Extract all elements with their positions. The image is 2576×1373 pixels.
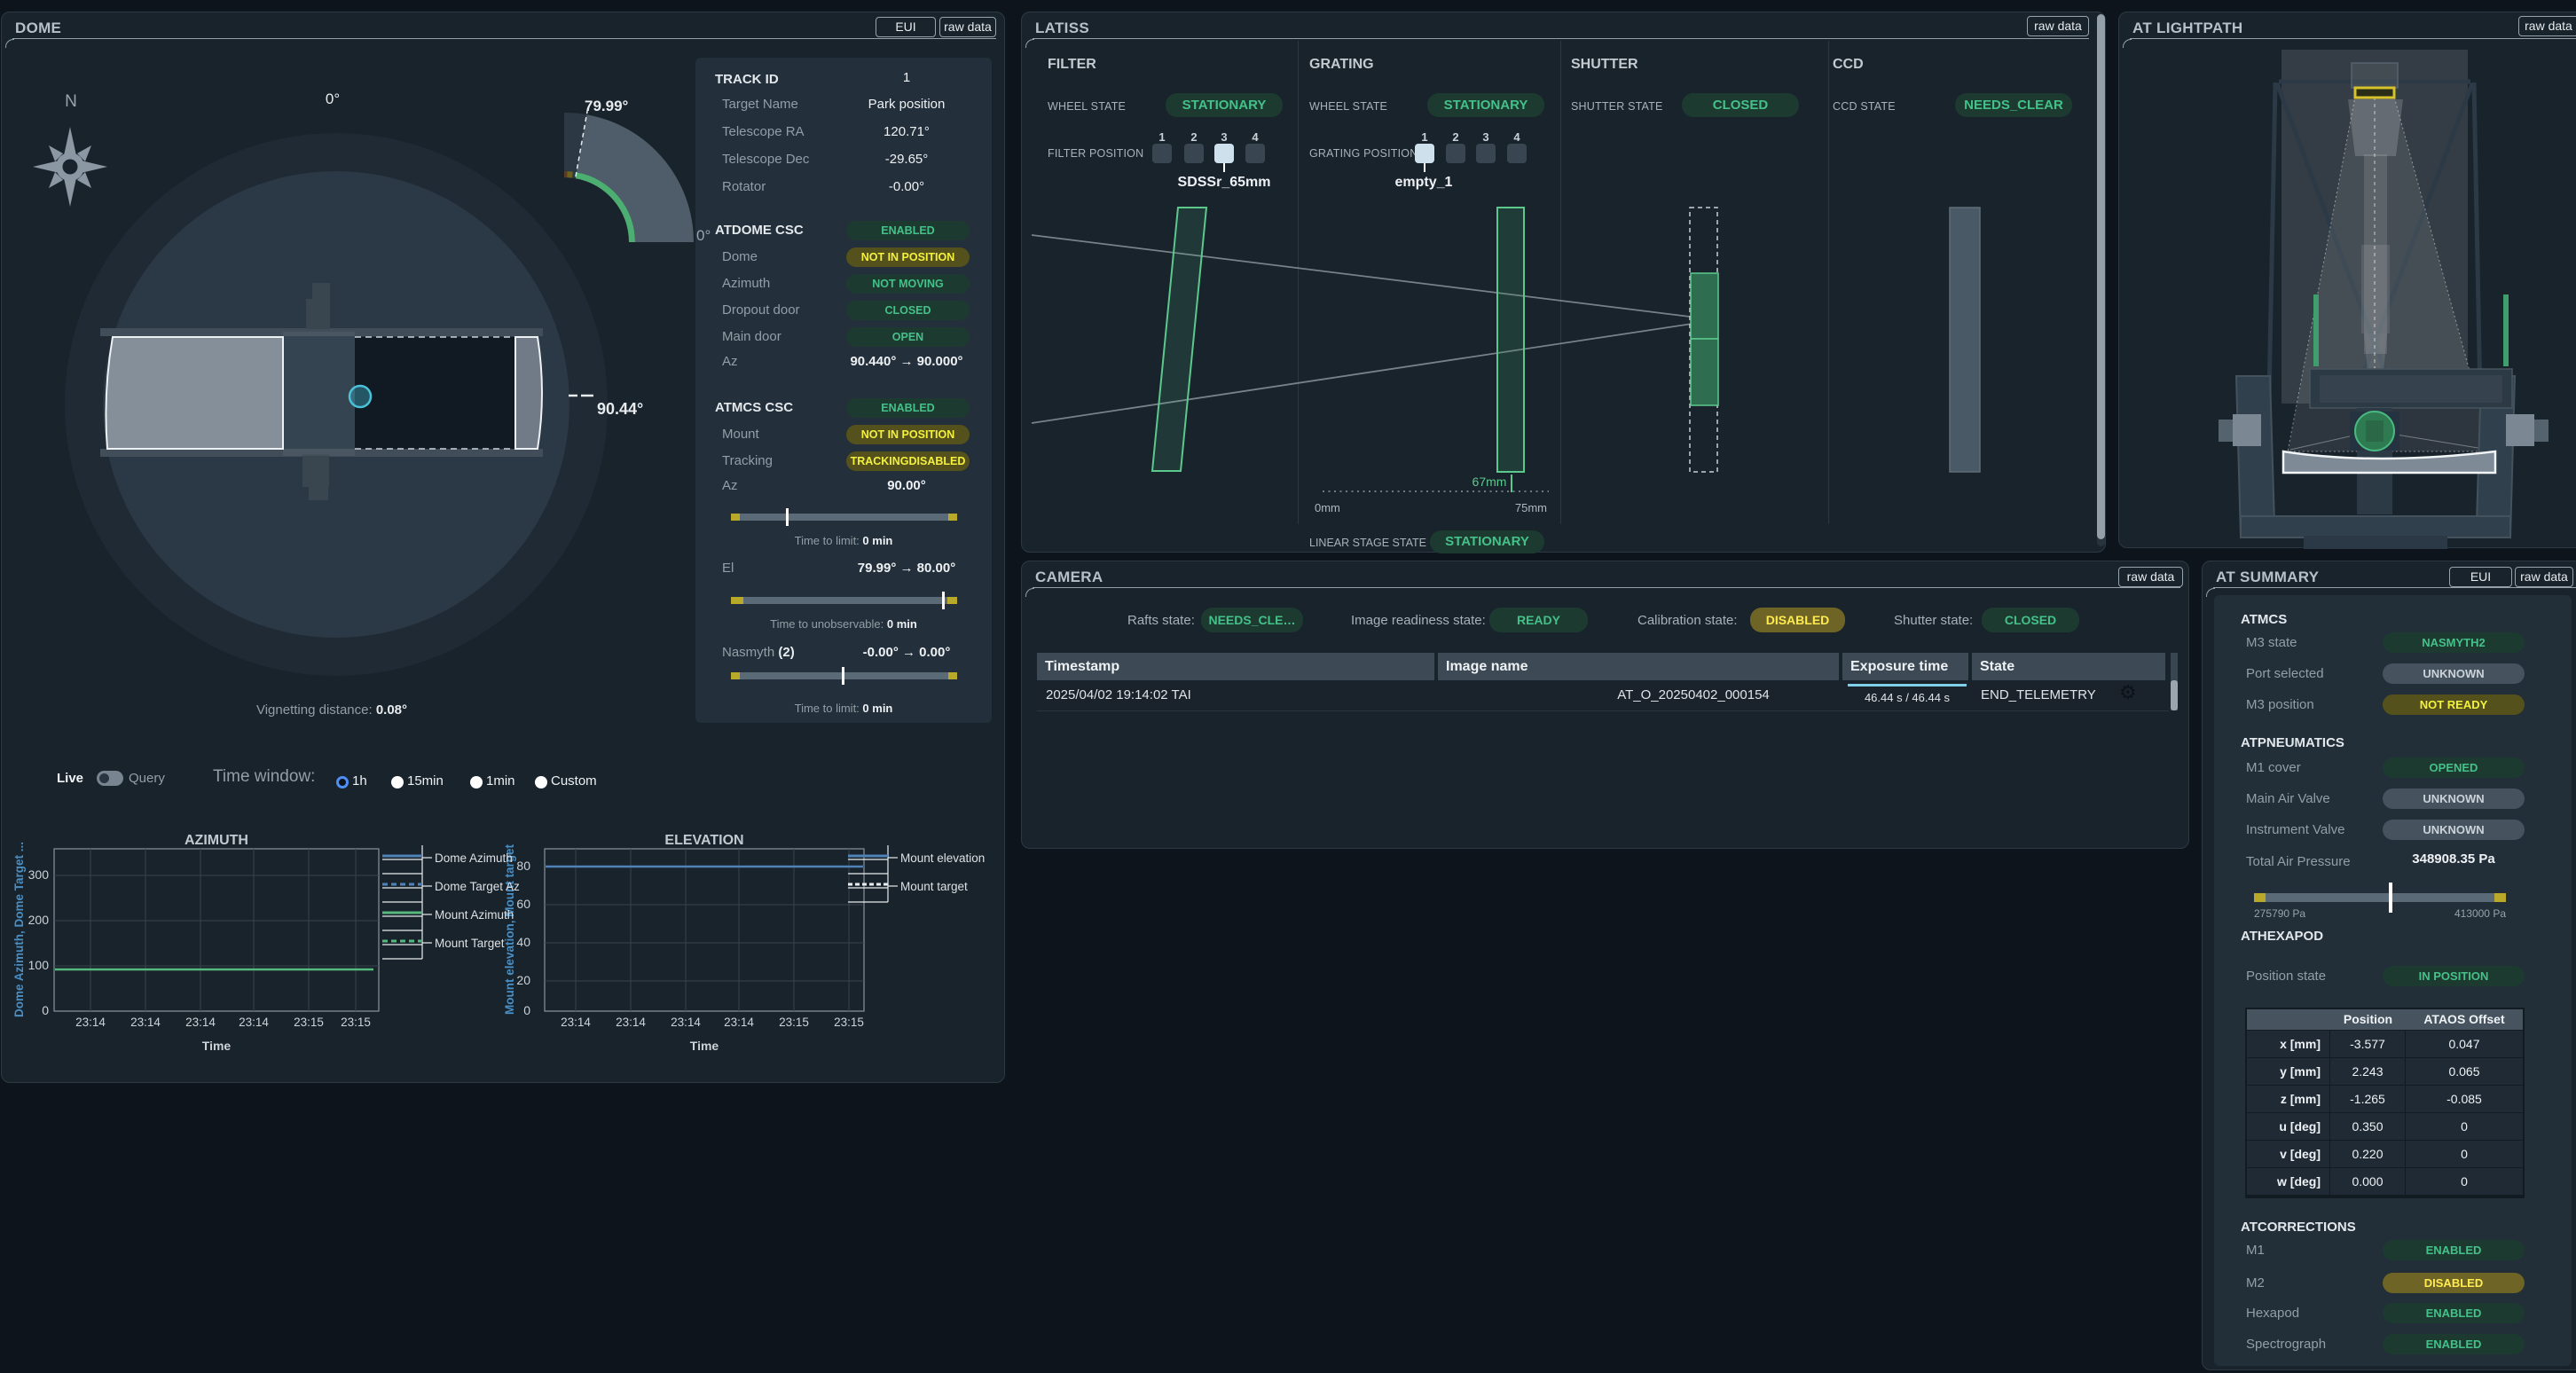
svg-text:Time: Time — [690, 1039, 719, 1053]
svg-text:23:15: 23:15 — [294, 1016, 324, 1029]
svg-text:23:15: 23:15 — [341, 1016, 371, 1029]
svg-text:79.99°: 79.99° — [585, 98, 629, 114]
svg-text:Mount target: Mount target — [900, 880, 968, 893]
svg-text:60: 60 — [516, 897, 530, 911]
svg-text:100: 100 — [28, 958, 50, 972]
svg-text:Dome Target Az: Dome Target Az — [435, 880, 520, 893]
svg-text:23:14: 23:14 — [561, 1016, 591, 1029]
svg-text:0: 0 — [523, 1003, 530, 1017]
svg-text:23:14: 23:14 — [724, 1016, 754, 1029]
svg-text:0: 0 — [42, 1003, 49, 1017]
svg-text:23:14: 23:14 — [671, 1016, 701, 1029]
svg-text:AZIMUTH: AZIMUTH — [185, 833, 248, 848]
svg-text:23:15: 23:15 — [779, 1016, 809, 1029]
svg-text:23:15: 23:15 — [834, 1016, 864, 1029]
svg-text:Mount Azimuth: Mount Azimuth — [435, 908, 514, 922]
svg-text:20: 20 — [516, 973, 530, 987]
svg-text:Dome Azimuth: Dome Azimuth — [435, 851, 513, 865]
svg-text:23:14: 23:14 — [130, 1016, 161, 1029]
svg-text:Mount elevation: Mount elevation — [900, 851, 985, 865]
svg-text:23:14: 23:14 — [75, 1016, 106, 1029]
svg-text:0°: 0° — [696, 227, 711, 244]
svg-text:Time: Time — [202, 1039, 232, 1053]
svg-text:300: 300 — [28, 867, 50, 882]
svg-text:200: 200 — [28, 913, 50, 927]
svg-text:ELEVATION: ELEVATION — [664, 833, 743, 848]
svg-text:40: 40 — [516, 935, 530, 949]
svg-text:80: 80 — [516, 859, 530, 873]
svg-text:23:14: 23:14 — [616, 1016, 646, 1029]
svg-text:Dome Azimuth, Dome Target ...: Dome Azimuth, Dome Target ... — [12, 842, 26, 1017]
svg-text:Mount Target: Mount Target — [435, 937, 505, 950]
svg-text:67mm: 67mm — [1473, 475, 1507, 489]
svg-text:23:14: 23:14 — [185, 1016, 216, 1029]
svg-text:75mm: 75mm — [1515, 501, 1547, 514]
svg-text:Mount elevation, Mount target: Mount elevation, Mount target — [503, 844, 516, 1015]
svg-text:0mm: 0mm — [1315, 501, 1340, 514]
svg-text:23:14: 23:14 — [239, 1016, 269, 1029]
